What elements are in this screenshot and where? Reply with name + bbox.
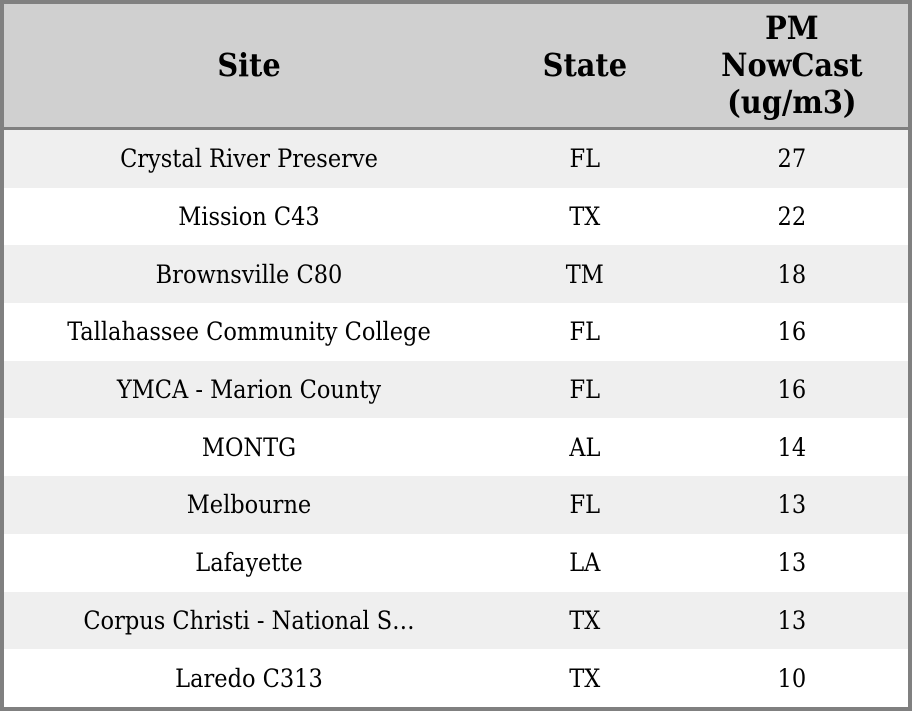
value-cell: 16 xyxy=(675,303,908,361)
col-header-pm-line-1: PM xyxy=(765,9,819,47)
value-cell: 22 xyxy=(675,187,908,246)
state-cell: TX xyxy=(493,591,676,650)
site-cell: Corpus Christi - National S… xyxy=(4,591,494,650)
table-row: Brownsville C80 TM 18 xyxy=(4,245,908,304)
table-row: Laredo C313 TX 10 xyxy=(4,649,908,707)
state-cell: TM xyxy=(493,245,676,304)
site-cell: Lafayette xyxy=(4,533,494,592)
state-cell: LA xyxy=(493,533,676,592)
value-cell: 10 xyxy=(675,649,908,707)
table-row: Crystal River Preserve FL 27 xyxy=(4,130,908,188)
table-row: Lafayette LA 13 xyxy=(4,533,908,592)
col-header-pm-nowcast: PM NowCast (ug/m3) xyxy=(675,4,908,130)
col-header-state: State xyxy=(493,4,676,130)
value-cell: 14 xyxy=(675,418,908,477)
state-cell: FL xyxy=(493,130,676,188)
table-row: Corpus Christi - National S… TX 13 xyxy=(4,591,908,650)
state-cell: TX xyxy=(493,187,676,246)
state-cell: TX xyxy=(493,649,676,707)
site-cell: Melbourne xyxy=(4,476,494,534)
col-header-pm-line-2: NowCast xyxy=(721,46,863,84)
table-row: Melbourne FL 13 xyxy=(4,476,908,534)
site-cell: YMCA - Marion County xyxy=(4,360,494,419)
table-row: Mission C43 TX 22 xyxy=(4,187,908,246)
table-row: MONTG AL 14 xyxy=(4,418,908,477)
header-row: Site State PM NowCast (ug/m3) xyxy=(4,4,908,130)
value-cell: 13 xyxy=(675,533,908,592)
state-cell: AL xyxy=(493,418,676,477)
site-cell: MONTG xyxy=(4,418,494,477)
table-header: Site State PM NowCast (ug/m3) xyxy=(4,4,908,130)
state-cell: FL xyxy=(493,303,676,361)
site-cell: Crystal River Preserve xyxy=(4,130,494,188)
state-cell: FL xyxy=(493,476,676,534)
value-cell: 27 xyxy=(675,130,908,188)
value-cell: 13 xyxy=(675,591,908,650)
table-body: Crystal River Preserve FL 27 Mission C43 TX 2… xyxy=(4,130,908,707)
pm-nowcast-table: Site State PM NowCast (ug/m3) Crystal Ri… xyxy=(4,4,908,707)
col-header-site: Site xyxy=(4,4,494,130)
site-cell: Mission C43 xyxy=(4,187,494,246)
table-row: YMCA - Marion County FL 16 xyxy=(4,360,908,419)
site-cell: Brownsville C80 xyxy=(4,245,494,304)
table-row: Tallahassee Community College FL 16 xyxy=(4,303,908,361)
state-cell: FL xyxy=(493,360,676,419)
col-header-pm-line-3: (ug/m3) xyxy=(727,83,857,121)
site-cell: Tallahassee Community College xyxy=(4,303,494,361)
value-cell: 13 xyxy=(675,476,908,534)
value-cell: 16 xyxy=(675,360,908,419)
site-cell: Laredo C313 xyxy=(4,649,494,707)
value-cell: 18 xyxy=(675,245,908,304)
